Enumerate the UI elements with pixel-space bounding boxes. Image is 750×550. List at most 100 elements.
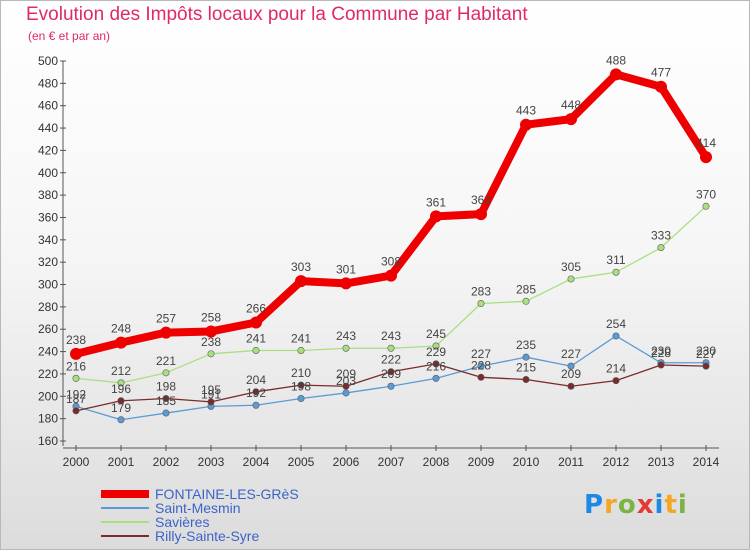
data-label: 229 (426, 345, 446, 359)
data-point (252, 388, 260, 396)
x-tick-label: 2010 (513, 455, 540, 469)
data-label: 443 (516, 104, 536, 118)
main-data-point (115, 336, 127, 349)
legend-item-savieres: Savières (101, 514, 351, 530)
y-tick-label: 420 (38, 143, 58, 157)
y-tick-label: 440 (38, 121, 58, 135)
data-point (162, 369, 170, 377)
data-label: 192 (246, 386, 266, 400)
data-label: 311 (606, 253, 625, 267)
data-label: 301 (336, 262, 356, 276)
data-label: 448 (561, 98, 581, 112)
legend-swatch-fontaine (101, 490, 149, 498)
main-data-point (340, 277, 352, 290)
data-label: 191 (201, 387, 221, 401)
legend-swatch-saint-mesmin (101, 507, 149, 509)
data-label: 243 (336, 329, 356, 343)
data-label: 370 (696, 187, 716, 201)
data-label: 235 (516, 338, 536, 352)
data-point (477, 362, 485, 370)
logo-letter: o (617, 490, 637, 520)
data-label: 212 (111, 364, 131, 378)
legend-item-rilly: Rilly-Sainte-Syre (101, 528, 351, 544)
y-tick-label: 360 (38, 210, 58, 224)
data-label: 266 (246, 302, 266, 316)
legend-label-saint-mesmin: Saint-Mesmin (155, 500, 241, 516)
y-tick-label: 240 (38, 345, 58, 359)
chart-title: Evolution des Impôts locaux pour la Comm… (26, 4, 528, 25)
logo-letter: t (664, 490, 678, 520)
data-label: 216 (426, 359, 446, 373)
data-point (612, 377, 620, 385)
data-label: 238 (201, 335, 221, 349)
data-label: 230 (651, 344, 671, 358)
data-label: 230 (696, 344, 716, 358)
data-label: 228 (471, 358, 491, 372)
axes: 160 180 200 220 240 260 280 300 320 340 360 380 400 4… (38, 54, 720, 469)
x-tick-label: 2008 (423, 455, 450, 469)
data-label: 414 (696, 136, 716, 150)
legend-item-fontaine: FONTAINE-LES-GRèS (101, 486, 351, 502)
data-label: 238 (66, 333, 86, 347)
data-point (342, 389, 350, 397)
x-tick-label: 2000 (63, 455, 90, 469)
data-point (297, 395, 305, 403)
y-tick-label: 220 (38, 367, 58, 381)
data-label: 222 (381, 353, 401, 367)
data-label: 361 (426, 195, 446, 209)
main-data-point (250, 316, 262, 329)
x-tick-label: 2004 (243, 455, 270, 469)
data-point (297, 346, 305, 354)
data-point (432, 342, 440, 350)
data-label: 283 (471, 285, 491, 299)
y-tick-label: 480 (38, 76, 58, 90)
main-data-point (700, 151, 712, 164)
x-tick-label: 2005 (288, 455, 315, 469)
data-label: 245 (426, 327, 446, 341)
data-point (612, 268, 620, 276)
x-tick-label: 2014 (693, 455, 720, 469)
data-label: 305 (561, 260, 581, 274)
data-point (207, 398, 215, 406)
main-data-point (565, 113, 577, 126)
main-data-point (610, 68, 622, 81)
y-tick-label: 340 (38, 233, 58, 247)
legend-swatch-savieres (101, 521, 149, 523)
legend-item-saint-mesmin: Saint-Mesmin (101, 500, 351, 516)
legend-label-rilly: Rilly-Sainte-Syre (155, 528, 260, 544)
x-tick-label: 2013 (648, 455, 675, 469)
data-point (567, 362, 575, 370)
data-label: 308 (381, 255, 401, 269)
data-point (387, 368, 395, 376)
data-label: 209 (561, 367, 581, 381)
x-tick-label: 2006 (333, 455, 360, 469)
data-point (657, 244, 665, 252)
data-label: 227 (561, 347, 581, 361)
data-point (477, 373, 485, 381)
y-tick-label: 320 (38, 255, 58, 269)
data-labels-layer: 238 248 257 258 266 303 301 308 361 363 443 448 488 4… (66, 53, 716, 414)
data-label: 209 (336, 367, 356, 381)
main-data-point (295, 275, 307, 288)
data-point (252, 346, 260, 354)
x-tick-label: 2003 (198, 455, 225, 469)
main-data-point (475, 208, 487, 221)
data-point (477, 300, 485, 308)
data-label: 243 (381, 329, 401, 343)
data-point (702, 362, 710, 370)
data-point (117, 379, 125, 387)
data-point (657, 361, 665, 369)
data-point (72, 407, 80, 415)
x-tick-label: 2001 (108, 455, 135, 469)
logo-letter: x (636, 490, 655, 520)
series-layer (70, 68, 712, 424)
data-point (387, 382, 395, 390)
main-data-point (205, 325, 217, 338)
main-data-point (70, 347, 82, 360)
data-point (72, 374, 80, 382)
data-label: 227 (471, 347, 491, 361)
data-label: 195 (201, 383, 221, 397)
data-point (522, 376, 530, 384)
data-point (162, 395, 170, 403)
